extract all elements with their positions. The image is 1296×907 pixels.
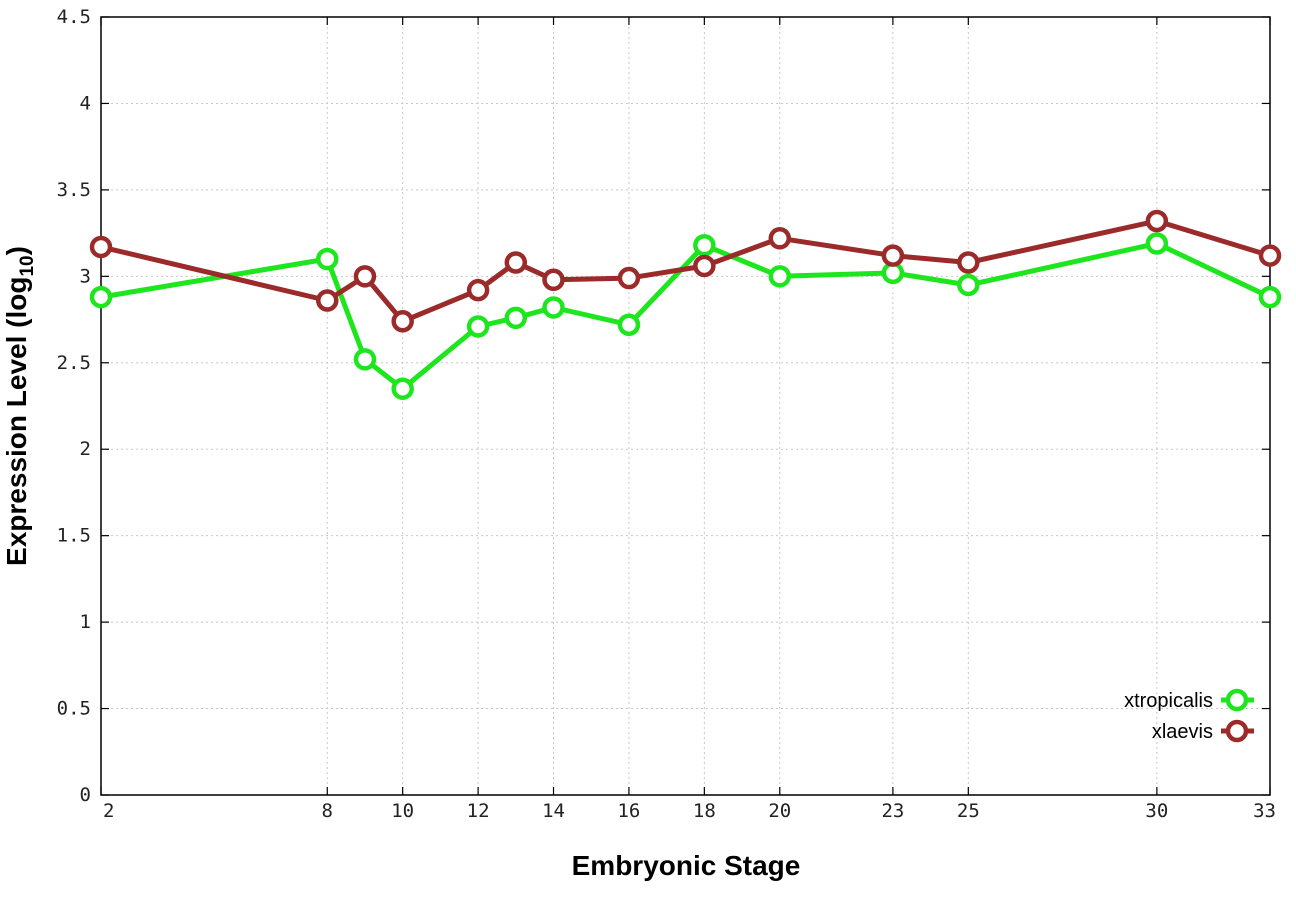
plot-frame bbox=[100, 16, 1271, 796]
series-group bbox=[89, 209, 1282, 400]
x-tick-label: 16 bbox=[617, 800, 640, 822]
data-point-xlaevis bbox=[542, 268, 565, 292]
data-point-xtropicalis bbox=[316, 247, 339, 271]
data-point-xlaevis bbox=[693, 254, 716, 278]
legend-marker-xtropicalis bbox=[1225, 688, 1249, 712]
y-tick-label: 4.5 bbox=[57, 6, 91, 28]
y-axis-title-main: Expression Level (log bbox=[1, 277, 32, 566]
y-tick-label: 2.5 bbox=[57, 352, 91, 374]
data-point-xlaevis bbox=[1258, 244, 1282, 267]
series-xlaevis bbox=[89, 209, 1282, 333]
data-point-xlaevis bbox=[353, 265, 377, 288]
data-point-xtropicalis bbox=[957, 273, 980, 297]
data-point-xtropicalis bbox=[542, 296, 565, 319]
x-tick-label: 2 bbox=[103, 800, 114, 822]
data-point-xtropicalis bbox=[1258, 285, 1282, 309]
data-point-xlaevis bbox=[89, 235, 113, 259]
axis-ticks bbox=[100, 16, 1271, 796]
series-line-xtropicalis bbox=[100, 241, 1272, 392]
y-tick-label: 2 bbox=[80, 438, 91, 460]
x-tick-label: 20 bbox=[768, 800, 791, 822]
y-axis-title-end: ) bbox=[1, 246, 32, 255]
x-axis-title: Embryonic Stage bbox=[572, 850, 801, 881]
data-point-xtropicalis bbox=[353, 348, 377, 371]
legend-label-xtropicalis: xtropicalis bbox=[1124, 690, 1213, 712]
x-tick-label: 30 bbox=[1145, 800, 1168, 822]
y-tick-label: 4 bbox=[80, 92, 91, 114]
x-tick-label: 33 bbox=[1253, 800, 1276, 822]
x-tick-label: 23 bbox=[881, 800, 904, 822]
y-tick-label: 3 bbox=[80, 265, 91, 287]
tick-labels: 0 0.5 1 1.5 2 2.5 3 3.5 4 4.5 2 8 10 12 14 16 18 20 23 25 30… bbox=[57, 6, 1276, 822]
data-point-xtropicalis bbox=[693, 233, 716, 257]
data-point-xlaevis bbox=[316, 289, 339, 312]
y-tick-label: 3.5 bbox=[57, 179, 91, 201]
y-tick-label: 1.5 bbox=[57, 525, 91, 547]
data-point-xtropicalis bbox=[391, 377, 414, 400]
x-tick-label: 10 bbox=[391, 800, 414, 822]
legend-marker-xlaevis bbox=[1225, 719, 1249, 743]
y-axis-title: Expression Level (log10) bbox=[1, 246, 38, 566]
data-point-xlaevis bbox=[957, 251, 980, 274]
data-point-xlaevis bbox=[617, 266, 641, 290]
x-tick-label: 18 bbox=[693, 800, 716, 822]
y-tick-label: 1 bbox=[80, 611, 91, 633]
data-point-xtropicalis bbox=[89, 285, 113, 309]
x-tick-label: 25 bbox=[957, 800, 980, 822]
legend-label-xlaevis: xlaevis bbox=[1152, 721, 1213, 743]
y-tick-label: 0 bbox=[80, 784, 91, 806]
legend: xtropicalis xlaevis bbox=[1124, 688, 1254, 743]
data-point-xlaevis bbox=[466, 278, 490, 302]
y-axis-title-subscript: 10 bbox=[17, 255, 38, 276]
data-point-xlaevis bbox=[881, 244, 905, 267]
data-point-xtropicalis bbox=[768, 265, 792, 288]
x-tick-label: 14 bbox=[542, 800, 565, 822]
data-point-xlaevis bbox=[391, 310, 414, 333]
x-tick-label: 12 bbox=[467, 800, 490, 822]
data-point-xlaevis bbox=[1145, 209, 1169, 233]
grid bbox=[101, 17, 1270, 795]
data-point-xtropicalis bbox=[1145, 232, 1169, 255]
data-point-xlaevis bbox=[504, 251, 528, 274]
series-line-xlaevis bbox=[100, 218, 1271, 324]
data-point-xtropicalis bbox=[466, 315, 490, 338]
data-point-xlaevis bbox=[768, 227, 792, 250]
series-xtropicalis bbox=[89, 232, 1282, 400]
data-point-xtropicalis bbox=[617, 313, 641, 336]
y-tick-label: 0.5 bbox=[57, 698, 91, 720]
data-point-xtropicalis bbox=[504, 306, 528, 330]
x-tick-label: 8 bbox=[322, 800, 333, 822]
